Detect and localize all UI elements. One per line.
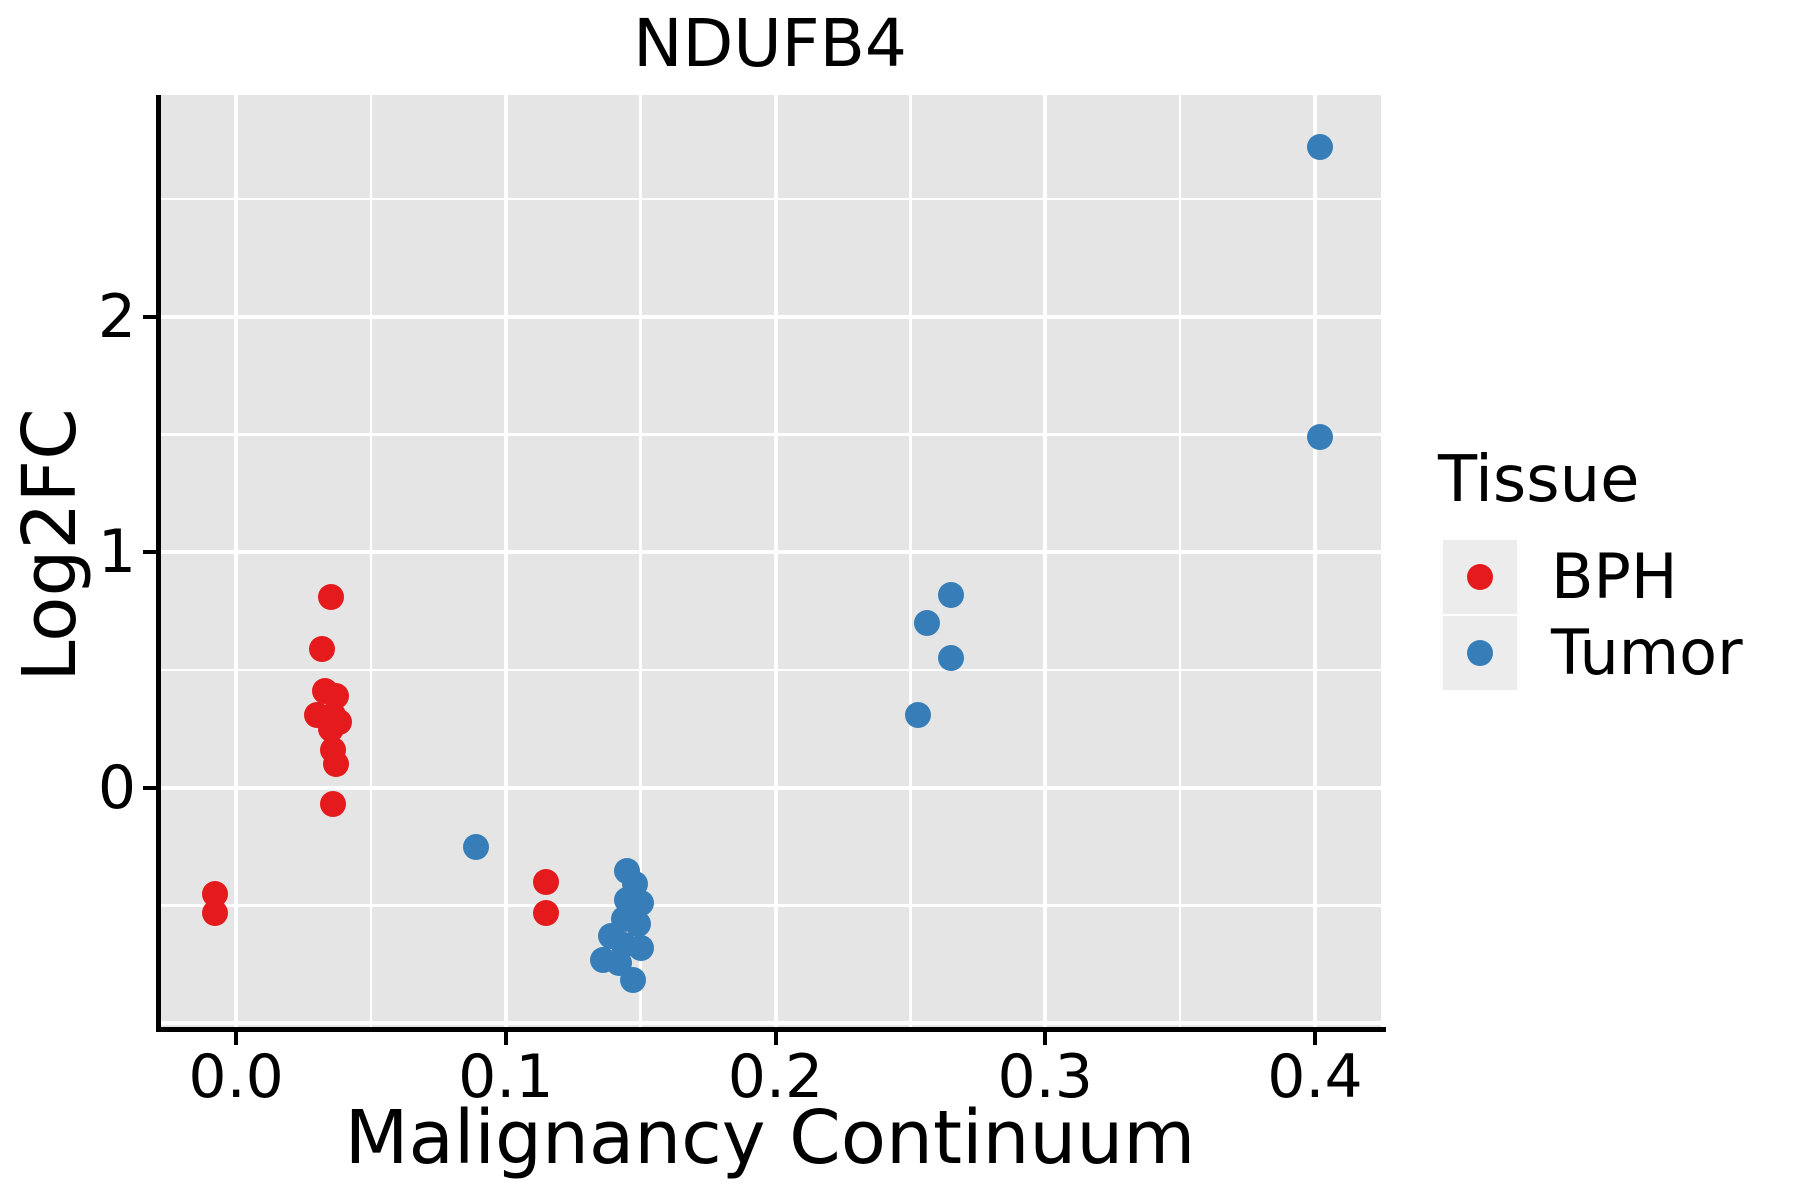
data-point-bph xyxy=(309,635,336,662)
legend-label-tumor: Tumor xyxy=(1551,616,1743,689)
x-tick-label: 0.0 xyxy=(188,1042,284,1112)
y-tick-label: 0 xyxy=(97,752,136,823)
gridline-y-minor xyxy=(159,668,1381,672)
x-tick-mark xyxy=(1312,1032,1317,1045)
data-point-tumor xyxy=(913,610,940,637)
x-tick-mark xyxy=(1043,1032,1048,1045)
x-tick-label: 0.1 xyxy=(458,1042,554,1112)
tumor-dot-icon xyxy=(1467,640,1493,666)
gridline-y-minor xyxy=(159,433,1381,436)
data-point-bph xyxy=(317,584,344,611)
y-axis-line xyxy=(156,95,161,1032)
y-tick-label: 1 xyxy=(97,517,136,588)
gridline-x-major xyxy=(503,95,508,1030)
data-point-tumor xyxy=(627,935,654,962)
data-point-tumor xyxy=(937,581,964,608)
x-tick-mark xyxy=(503,1032,508,1045)
x-tick-mark xyxy=(234,1032,239,1045)
gridline-y-minor xyxy=(159,904,1381,907)
gridline-x-minor xyxy=(909,95,912,1030)
gridline-y-major xyxy=(159,1021,1381,1026)
gridline-y-major xyxy=(159,785,1381,790)
x-tick-label: 0.4 xyxy=(1267,1042,1363,1112)
gridline-y-minor xyxy=(159,197,1381,201)
data-point-bph xyxy=(533,899,560,926)
x-tick-label: 0.2 xyxy=(727,1042,824,1112)
data-point-tumor xyxy=(619,966,646,993)
legend-label-bph: BPH xyxy=(1551,540,1678,613)
x-axis-label: Malignancy Continuum xyxy=(344,1095,1196,1181)
data-point-tumor xyxy=(937,645,964,672)
legend-title: Tissue xyxy=(1438,443,1640,517)
bph-dot-icon xyxy=(1467,564,1493,590)
gridline-y-major xyxy=(159,314,1381,319)
data-point-tumor xyxy=(1307,134,1334,161)
x-axis-line xyxy=(156,1027,1386,1032)
legend-key-bph xyxy=(1443,540,1517,614)
data-point-bph xyxy=(322,751,349,778)
gridline-x-minor xyxy=(639,95,642,1030)
legend-key-tumor xyxy=(1443,616,1517,690)
data-point-tumor xyxy=(463,833,490,860)
y-tick-mark xyxy=(143,785,157,790)
data-point-bph xyxy=(201,899,228,926)
data-point-bph xyxy=(320,791,347,818)
gridline-x-major xyxy=(1312,95,1317,1030)
plot-panel xyxy=(159,95,1381,1030)
data-point-tumor xyxy=(1307,423,1334,450)
y-tick-mark xyxy=(143,314,157,319)
y-axis-label: Log2FC xyxy=(7,408,93,682)
gridline-x-minor xyxy=(369,95,373,1030)
x-tick-label: 0.3 xyxy=(997,1042,1093,1112)
gridline-x-major xyxy=(773,95,778,1030)
y-tick-mark xyxy=(143,550,157,555)
gridline-x-minor xyxy=(1178,95,1182,1030)
gridline-y-major xyxy=(159,550,1381,555)
chart-title: NDUFB4 xyxy=(633,5,907,82)
y-tick-label: 2 xyxy=(97,281,136,352)
data-point-tumor xyxy=(905,701,932,728)
gridline-x-major xyxy=(1043,95,1048,1030)
data-point-bph xyxy=(533,869,560,896)
x-tick-mark xyxy=(773,1032,778,1045)
gridline-x-major xyxy=(234,95,239,1030)
